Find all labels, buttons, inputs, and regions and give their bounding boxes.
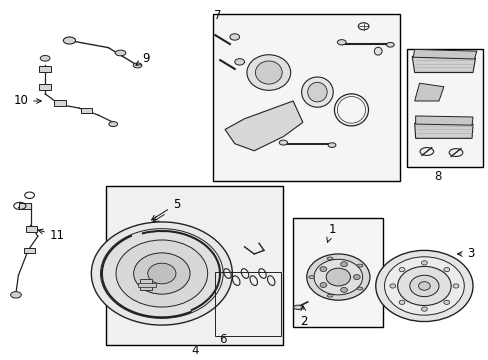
Circle shape (421, 261, 427, 265)
Text: 10: 10 (13, 94, 41, 108)
Bar (292, 219, 382, 327)
Text: 4: 4 (191, 344, 198, 357)
Ellipse shape (40, 55, 50, 61)
Circle shape (452, 284, 458, 288)
Ellipse shape (356, 264, 362, 267)
Ellipse shape (255, 61, 282, 84)
Circle shape (340, 262, 347, 267)
Ellipse shape (326, 294, 332, 297)
Bar (140, 279, 152, 289)
Circle shape (147, 263, 176, 284)
Circle shape (91, 222, 232, 325)
Circle shape (443, 300, 449, 305)
Circle shape (389, 284, 395, 288)
Ellipse shape (246, 55, 290, 90)
Circle shape (421, 307, 427, 311)
Circle shape (313, 259, 362, 295)
Ellipse shape (301, 77, 332, 107)
Ellipse shape (307, 82, 326, 102)
Circle shape (397, 266, 450, 306)
Ellipse shape (133, 63, 142, 68)
Ellipse shape (229, 34, 239, 40)
Circle shape (306, 254, 369, 300)
Circle shape (398, 300, 404, 305)
Polygon shape (414, 123, 472, 138)
Polygon shape (414, 83, 443, 101)
Text: 6: 6 (219, 333, 226, 346)
Text: 9: 9 (136, 52, 150, 66)
Bar (39, 84, 51, 90)
Circle shape (418, 282, 429, 290)
Ellipse shape (308, 276, 314, 279)
Bar (106, 186, 283, 345)
Circle shape (319, 267, 326, 271)
Bar (212, 14, 399, 181)
Ellipse shape (63, 37, 75, 44)
Ellipse shape (115, 50, 125, 56)
Circle shape (116, 240, 207, 307)
Polygon shape (415, 116, 472, 125)
Bar (19, 203, 30, 209)
Polygon shape (411, 57, 474, 72)
Text: 11: 11 (38, 229, 65, 242)
Bar (137, 283, 156, 287)
Ellipse shape (109, 122, 117, 127)
Circle shape (375, 251, 472, 321)
Ellipse shape (293, 305, 302, 310)
Text: 1: 1 (326, 222, 335, 242)
Circle shape (353, 275, 360, 280)
Bar (54, 100, 65, 105)
Bar (24, 248, 35, 253)
Text: 2: 2 (300, 306, 307, 328)
Circle shape (101, 229, 223, 318)
Circle shape (398, 267, 404, 272)
Polygon shape (224, 101, 302, 151)
Circle shape (443, 267, 449, 272)
Ellipse shape (337, 40, 346, 45)
Polygon shape (412, 49, 476, 59)
Ellipse shape (327, 143, 335, 147)
Bar (39, 66, 51, 72)
Text: 3: 3 (456, 247, 473, 260)
Ellipse shape (326, 257, 332, 260)
Ellipse shape (234, 59, 244, 65)
Ellipse shape (11, 292, 21, 298)
Bar (81, 108, 92, 113)
Ellipse shape (386, 42, 393, 47)
Circle shape (340, 287, 347, 292)
Circle shape (409, 275, 438, 297)
Text: 7: 7 (214, 9, 221, 22)
Bar (407, 49, 482, 167)
Circle shape (384, 257, 463, 315)
Ellipse shape (356, 287, 362, 290)
Circle shape (133, 253, 190, 294)
Bar (26, 226, 37, 232)
Text: 8: 8 (433, 170, 441, 183)
Bar (215, 272, 281, 336)
Ellipse shape (373, 47, 381, 55)
Ellipse shape (279, 140, 287, 145)
Circle shape (319, 283, 326, 288)
Circle shape (325, 268, 350, 286)
Text: 5: 5 (151, 198, 180, 220)
